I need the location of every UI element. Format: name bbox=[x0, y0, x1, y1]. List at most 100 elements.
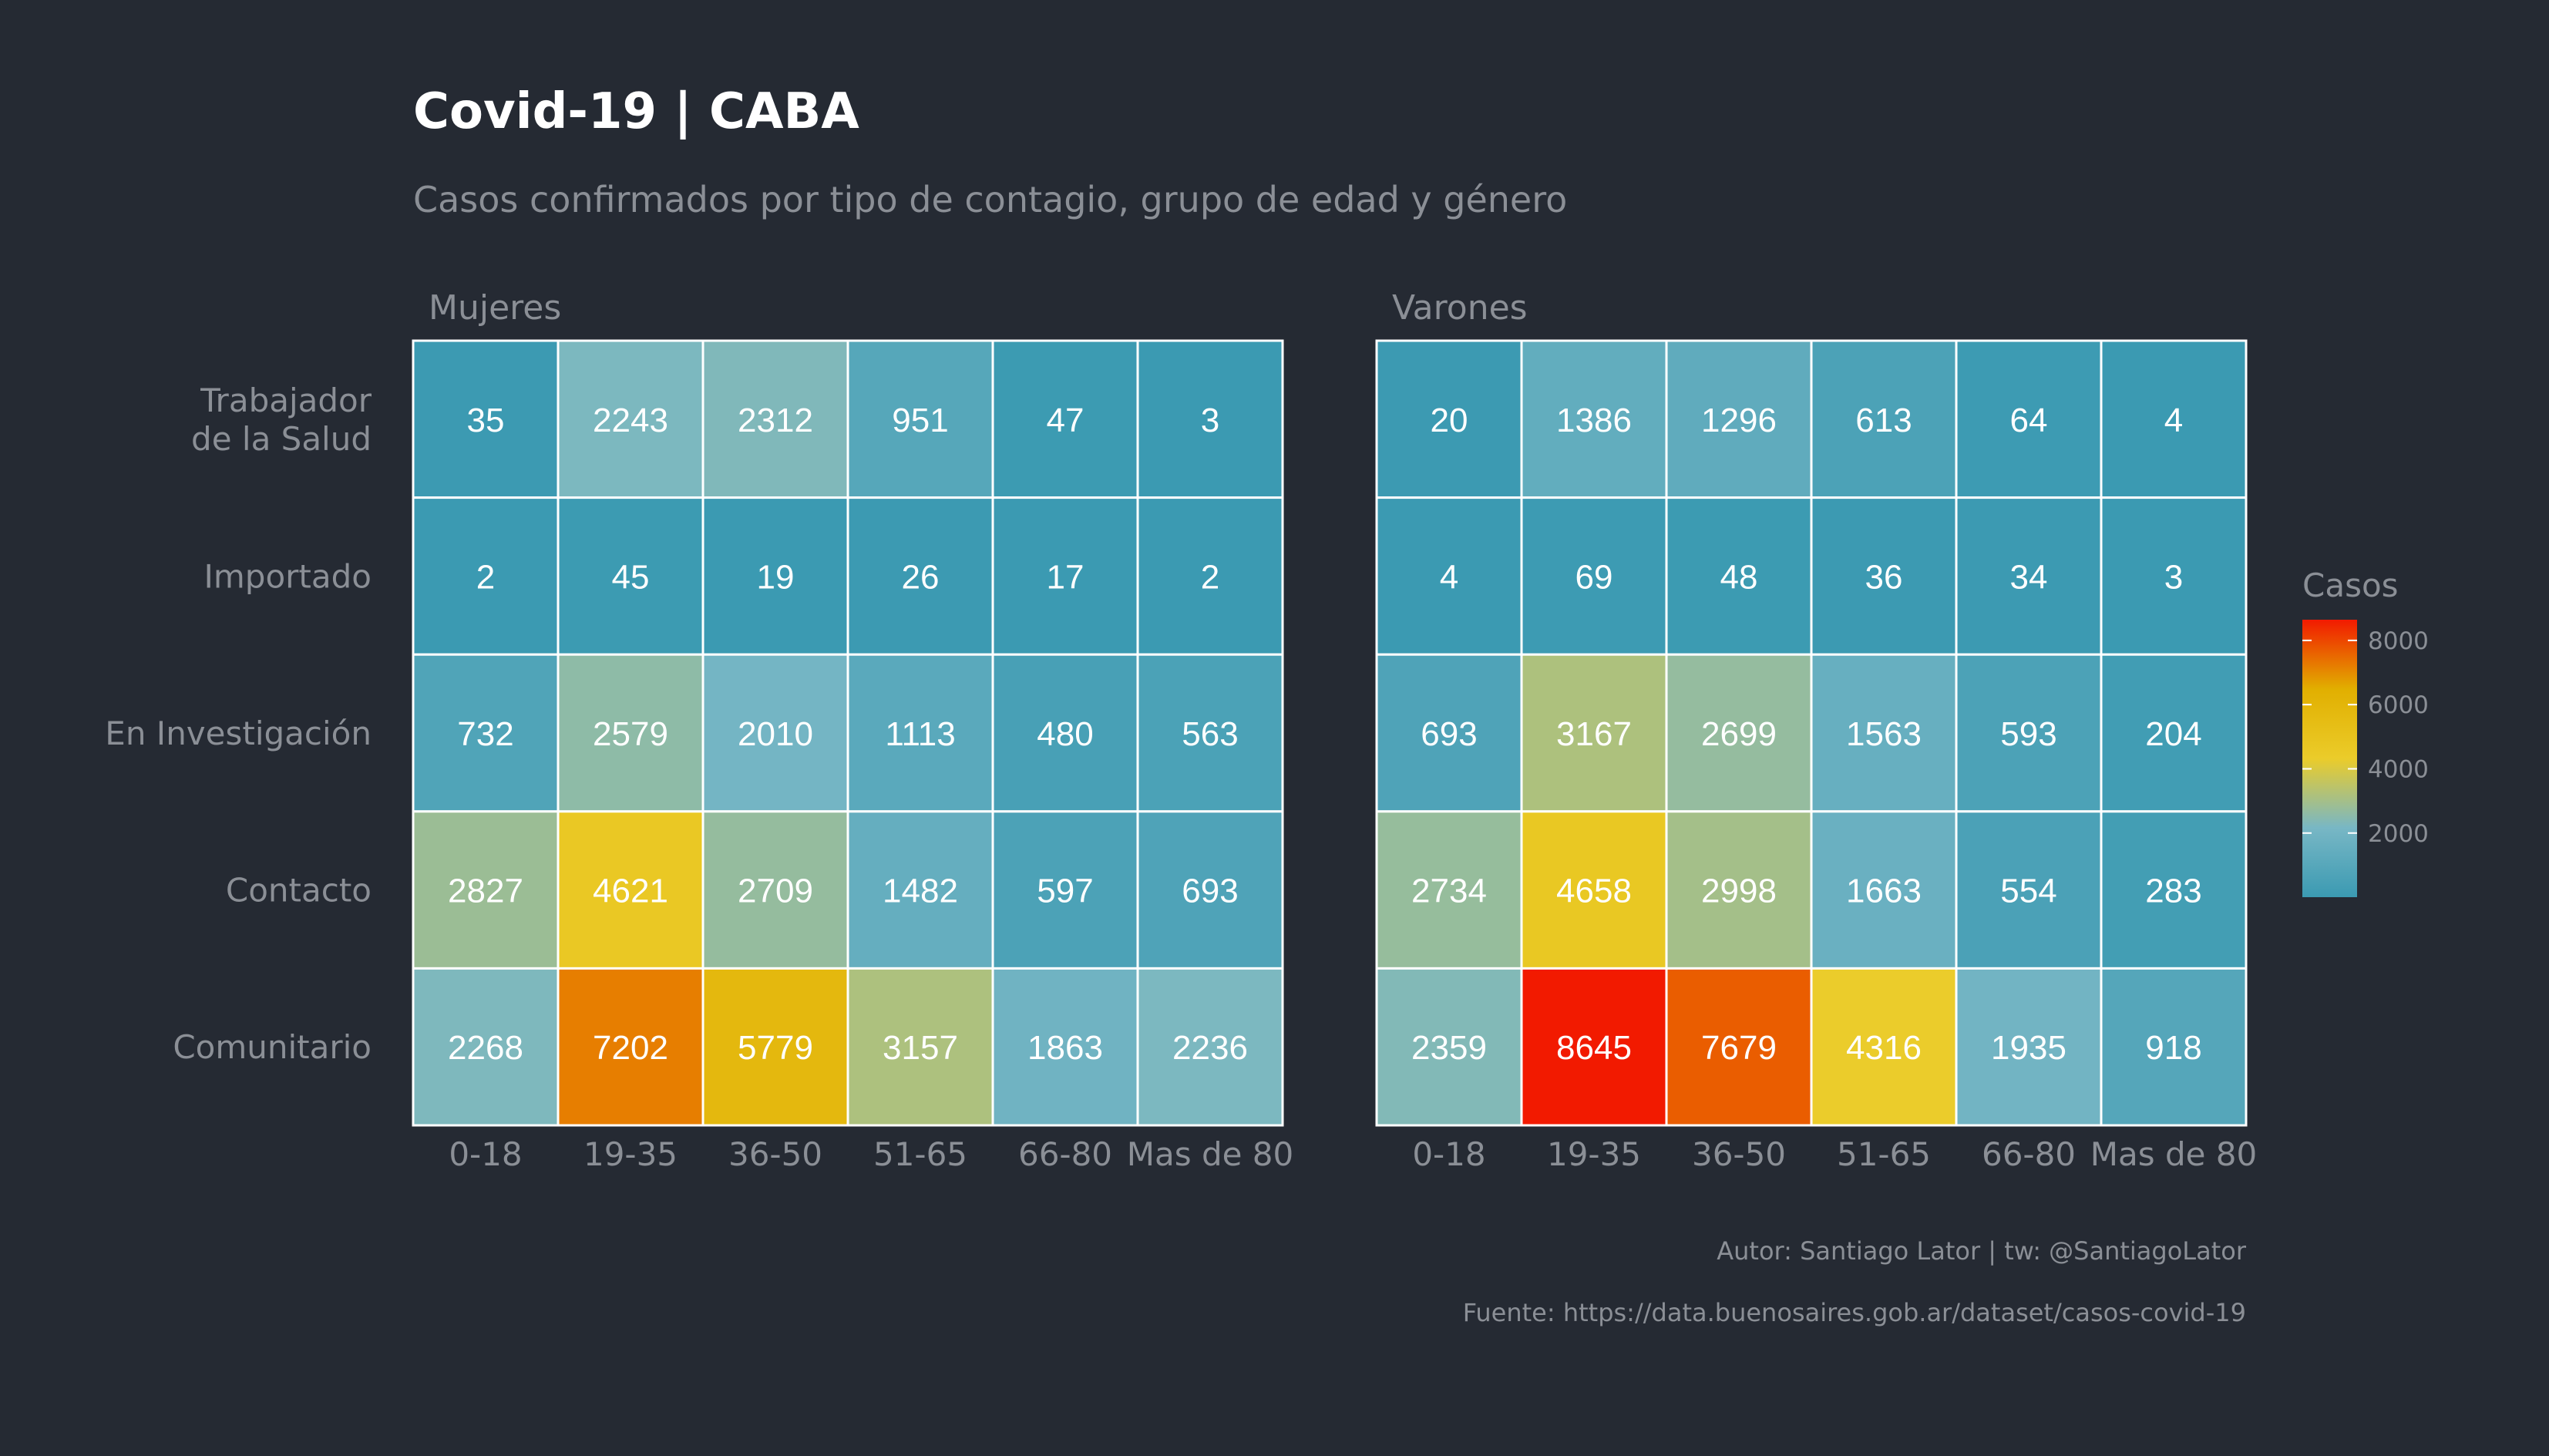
legend-title: Casos bbox=[2302, 567, 2399, 604]
heatmap-cell bbox=[1136, 967, 1284, 1127]
heatmap-cell bbox=[1520, 967, 1668, 1127]
cell-value-label: 283 bbox=[2145, 873, 2201, 910]
heatmap-cell bbox=[991, 810, 1139, 970]
cell-value-label: 2579 bbox=[593, 715, 668, 753]
heatmap-cell bbox=[1136, 653, 1284, 813]
heatmap-cell bbox=[1955, 339, 2103, 499]
cell-value-label: 597 bbox=[1037, 873, 1093, 910]
cell-value-label: 4 bbox=[1440, 558, 1458, 596]
legend-color-bar bbox=[2302, 620, 2357, 897]
cell-value-label: 1482 bbox=[883, 873, 958, 910]
cell-value-label: 36 bbox=[1865, 558, 1903, 596]
heatmap-cell bbox=[2100, 339, 2248, 499]
cell-value-label: 4621 bbox=[593, 873, 668, 910]
panel-border bbox=[412, 339, 1284, 1127]
heatmap-cell bbox=[701, 496, 849, 656]
cell-value-label: 2734 bbox=[1411, 873, 1487, 910]
column-label: 51-65 bbox=[1837, 1135, 1931, 1173]
legend-tick-label: 8000 bbox=[2368, 627, 2429, 655]
heatmap-cell bbox=[701, 967, 849, 1127]
panel-border bbox=[1375, 339, 2248, 1127]
caption-author: Autor: Santiago Lator | tw: @SantiagoLat… bbox=[1717, 1236, 2246, 1266]
cell-value-label: 480 bbox=[1037, 715, 1093, 753]
heatmap-cell bbox=[1520, 653, 1668, 813]
heatmap-cell bbox=[1375, 496, 1523, 656]
cell-value-label: 2359 bbox=[1411, 1029, 1487, 1067]
heatmap-cell bbox=[557, 496, 705, 656]
column-label: Mas de 80 bbox=[2090, 1135, 2258, 1173]
heatmap-cell bbox=[1136, 810, 1284, 970]
cell-value-label: 554 bbox=[2000, 873, 2056, 910]
cell-value-label: 1663 bbox=[1846, 873, 1922, 910]
column-label: Mas de 80 bbox=[1127, 1135, 1294, 1173]
cell-value-label: 693 bbox=[1421, 715, 1477, 753]
cell-value-label: 1113 bbox=[885, 715, 955, 753]
cell-value-label: 17 bbox=[1047, 558, 1085, 596]
cell-value-label: 2268 bbox=[448, 1029, 523, 1067]
heatmap-cell bbox=[1810, 967, 1958, 1127]
heatmap-cell bbox=[1136, 339, 1284, 499]
column-label: 0-18 bbox=[449, 1135, 522, 1173]
heatmap-cell bbox=[412, 967, 560, 1127]
row-label: Trabajador de la Salud bbox=[191, 382, 372, 458]
heatmap-cell bbox=[2100, 810, 2248, 970]
row-label: Comunitario bbox=[173, 1028, 372, 1066]
heatmap-cell bbox=[1665, 496, 1813, 656]
heatmap-cell bbox=[1665, 810, 1813, 970]
cell-value-label: 2010 bbox=[738, 715, 813, 753]
cell-value-label: 20 bbox=[1431, 402, 1468, 439]
cell-value-label: 1863 bbox=[1027, 1029, 1103, 1067]
cell-value-label: 732 bbox=[457, 715, 513, 753]
cell-value-label: 64 bbox=[2010, 402, 2048, 439]
cell-value-label: 45 bbox=[612, 558, 650, 596]
cell-value-label: 4658 bbox=[1556, 873, 1632, 910]
cell-value-label: 693 bbox=[1182, 873, 1238, 910]
column-label: 0-18 bbox=[1412, 1135, 1485, 1173]
heatmap-cell bbox=[1665, 967, 1813, 1127]
heatmap-cell bbox=[1810, 810, 1958, 970]
cell-value-label: 34 bbox=[2010, 558, 2048, 596]
heatmap-cell bbox=[557, 810, 705, 970]
cell-value-label: 2 bbox=[476, 558, 495, 596]
cell-value-label: 7679 bbox=[1701, 1029, 1777, 1067]
cell-value-label: 3 bbox=[1201, 402, 1219, 439]
cell-value-label: 951 bbox=[892, 402, 948, 439]
cell-value-label: 1935 bbox=[1991, 1029, 2066, 1067]
cell-value-label: 3 bbox=[2164, 558, 2183, 596]
cell-value-label: 613 bbox=[1855, 402, 1912, 439]
chart-title: Covid-19 | CABA bbox=[413, 83, 859, 140]
heatmap-cell bbox=[1375, 967, 1523, 1127]
cell-value-label: 7202 bbox=[593, 1029, 668, 1067]
cell-value-label: 2312 bbox=[738, 402, 813, 439]
cell-value-label: 2699 bbox=[1701, 715, 1777, 753]
heatmap-cell bbox=[1810, 496, 1958, 656]
heatmap-cell bbox=[1955, 967, 2103, 1127]
cell-value-label: 3157 bbox=[883, 1029, 958, 1067]
cell-value-label: 4 bbox=[2164, 402, 2183, 439]
caption-source: Fuente: https://data.buenosaires.gob.ar/… bbox=[1462, 1298, 2246, 1327]
cell-value-label: 593 bbox=[2000, 715, 2056, 753]
column-label: 36-50 bbox=[728, 1135, 822, 1173]
heatmap-cell bbox=[846, 496, 994, 656]
heatmap-cell bbox=[557, 653, 705, 813]
cell-value-label: 3167 bbox=[1556, 715, 1632, 753]
heatmap-cell bbox=[846, 339, 994, 499]
cell-value-label: 47 bbox=[1047, 402, 1085, 439]
cell-value-label: 2709 bbox=[738, 873, 813, 910]
column-label: 51-65 bbox=[873, 1135, 967, 1173]
cell-value-label: 26 bbox=[902, 558, 940, 596]
cell-value-label: 2 bbox=[1201, 558, 1219, 596]
cell-value-label: 2243 bbox=[593, 402, 668, 439]
cell-value-label: 35 bbox=[467, 402, 505, 439]
column-label: 66-80 bbox=[1982, 1135, 2076, 1173]
heatmap-cell bbox=[991, 967, 1139, 1127]
heatmap-cell bbox=[846, 810, 994, 970]
heatmap-cell bbox=[1810, 339, 1958, 499]
heatmap-cell bbox=[2100, 967, 2248, 1127]
cell-value-label: 563 bbox=[1182, 715, 1238, 753]
column-label: 19-35 bbox=[1547, 1135, 1641, 1173]
heatmap-cell bbox=[557, 967, 705, 1127]
legend-tick-label: 2000 bbox=[2368, 820, 2429, 848]
